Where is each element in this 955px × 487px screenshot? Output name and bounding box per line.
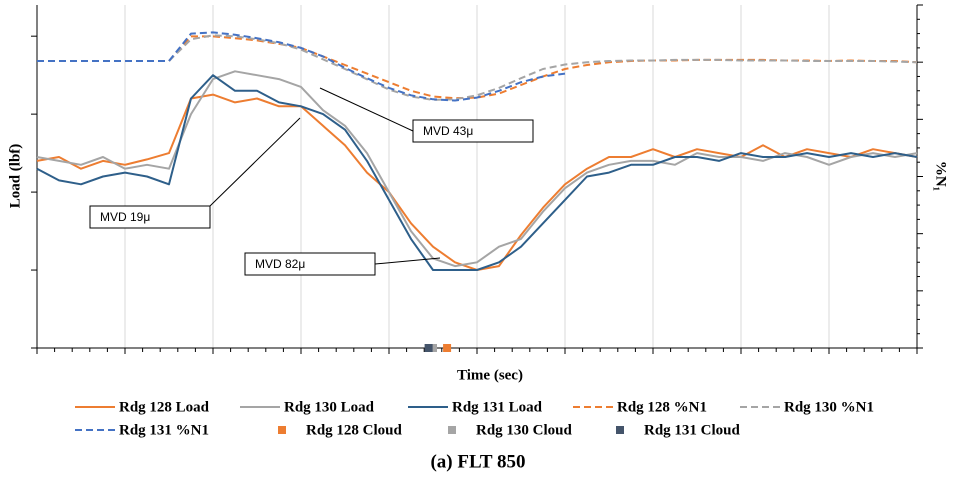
callout-box [244, 252, 376, 276]
legend-label: Rdg 131 Load [452, 399, 543, 415]
series-line [36, 74, 918, 271]
cloud-marker [424, 344, 433, 352]
callout-leader [374, 257, 441, 265]
callout-text: MVD 19μ [100, 210, 150, 224]
legend-label: Rdg 128 Cloud [306, 422, 403, 438]
legend-swatch [448, 426, 456, 434]
x-axis-label: Time (sec) [457, 367, 523, 383]
cloud-marker [429, 344, 437, 352]
cloud-marker [443, 344, 452, 352]
series-line [36, 70, 918, 268]
legend-label: Rdg 131 %N1 [119, 422, 209, 438]
callout-leader [209, 117, 301, 207]
callout-box [412, 119, 534, 143]
legend-label: Rdg 128 Load [119, 399, 210, 415]
legend-label: Rdg 128 %N1 [617, 399, 707, 415]
legend-label: Rdg 130 %N1 [784, 399, 874, 415]
series-line [37, 34, 918, 101]
legend-swatch [278, 426, 286, 434]
callout-leader [319, 87, 414, 132]
chart-title: (a) FLT 850 [430, 451, 525, 472]
legend-label: Rdg 130 Load [284, 399, 375, 415]
series-line [37, 31, 566, 102]
legend-label: Rdg 131 Cloud [644, 422, 741, 438]
legend-swatch [616, 426, 624, 434]
legend-label: Rdg 130 Cloud [476, 422, 573, 438]
callout-text: MVD 82μ [255, 257, 305, 271]
callout-text: MVD 43μ [423, 124, 473, 138]
callout-box [89, 205, 211, 229]
y2-axis-label: %N₁ [933, 161, 949, 191]
y-axis-label: Load (lbf) [7, 144, 23, 209]
